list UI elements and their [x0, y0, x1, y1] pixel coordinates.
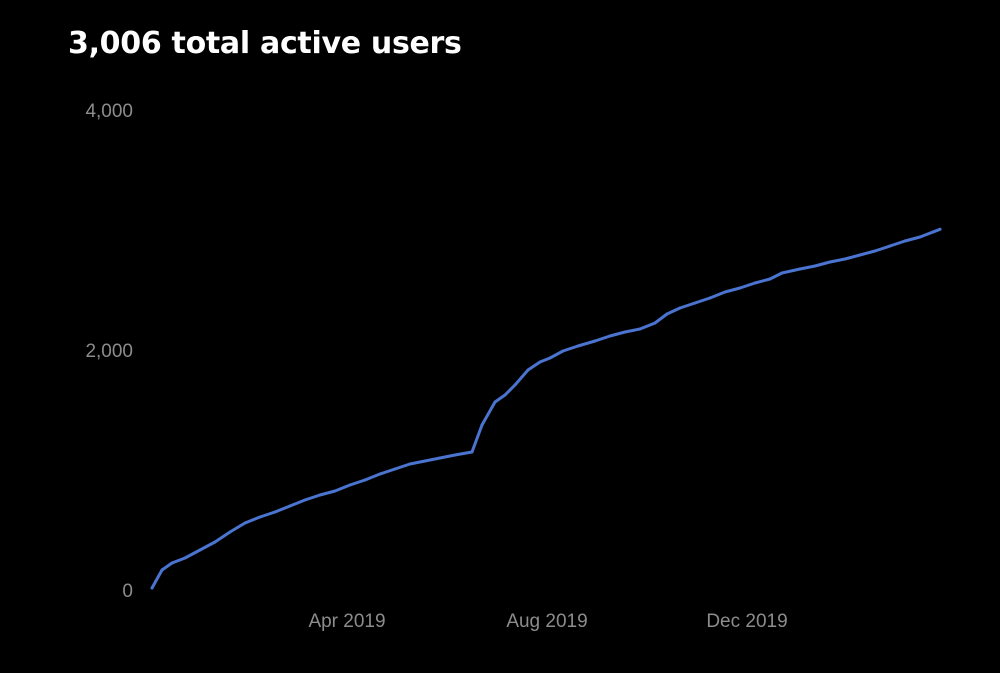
data-point	[843, 257, 847, 261]
data-point	[423, 459, 427, 463]
data-point	[888, 244, 892, 248]
data-point	[183, 556, 187, 560]
chart-title: 3,006 total active users	[68, 26, 462, 61]
data-point	[348, 483, 352, 487]
y-tick-label: 0	[122, 581, 133, 602]
data-point	[608, 334, 612, 338]
data-point	[798, 267, 802, 271]
x-tick-label: Aug 2019	[506, 611, 587, 632]
data-point	[333, 489, 337, 493]
data-point	[493, 400, 497, 404]
data-point	[318, 493, 322, 497]
data-point	[858, 253, 862, 257]
data-point	[150, 586, 154, 590]
data-point	[438, 456, 442, 460]
data-point	[918, 235, 922, 239]
data-point	[693, 301, 697, 305]
data-point	[576, 344, 580, 348]
data-point	[303, 498, 307, 502]
data-point	[198, 548, 202, 552]
data-point	[213, 540, 217, 544]
data-point	[526, 368, 530, 372]
data-point	[288, 504, 292, 508]
data-point	[623, 330, 627, 334]
data-point	[503, 393, 507, 397]
data-point	[593, 339, 597, 343]
data-point	[273, 510, 277, 514]
data-point	[243, 521, 247, 525]
x-tick-label: Apr 2019	[308, 611, 385, 632]
y-tick-label: 4,000	[85, 101, 133, 122]
data-point	[938, 227, 942, 231]
data-point	[160, 568, 164, 572]
data-point	[813, 264, 817, 268]
data-point	[873, 249, 877, 253]
y-tick-label: 2,000	[85, 341, 133, 362]
x-tick-label: Dec 2019	[706, 611, 787, 632]
data-point	[378, 472, 382, 476]
data-point	[638, 327, 642, 331]
data-point	[480, 423, 484, 427]
data-point	[665, 312, 669, 316]
data-point	[653, 321, 657, 325]
data-point	[828, 260, 832, 264]
data-point	[723, 290, 727, 294]
data-point	[453, 453, 457, 457]
data-point	[258, 515, 262, 519]
series-line	[150, 227, 942, 590]
data-point	[678, 306, 682, 310]
data-point	[708, 296, 712, 300]
data-point	[408, 462, 412, 466]
data-point	[561, 349, 565, 353]
data-point	[363, 478, 367, 482]
data-point	[538, 360, 542, 364]
data-point	[738, 286, 742, 290]
data-point	[228, 530, 232, 534]
data-point	[548, 356, 552, 360]
data-point	[170, 561, 174, 565]
data-point	[513, 383, 517, 387]
data-point	[903, 239, 907, 243]
data-point	[393, 467, 397, 471]
data-point	[768, 277, 772, 281]
data-point	[780, 271, 784, 275]
data-point	[470, 450, 474, 454]
data-point	[753, 281, 757, 285]
